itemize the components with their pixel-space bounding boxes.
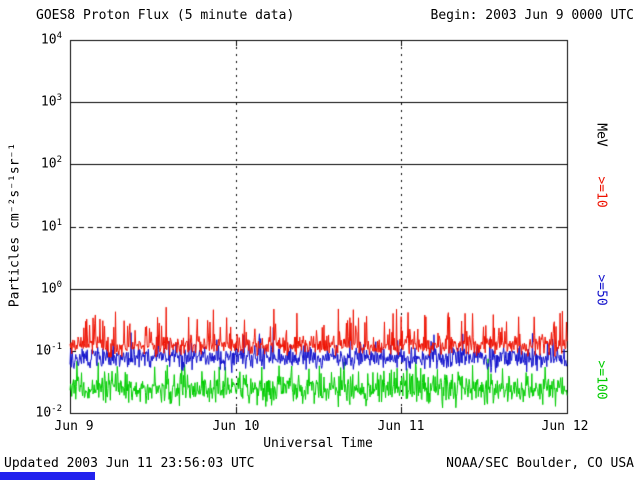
- updated-timestamp: Updated 2003 Jun 11 23:56:03 UTC: [4, 456, 255, 471]
- flux-plot-canvas: [0, 0, 640, 455]
- y-tick-label: 103: [40, 93, 62, 110]
- y-tick-label: 102: [40, 155, 62, 172]
- y-axis-title: Particles cm⁻²s⁻¹sr⁻¹: [7, 142, 23, 308]
- x-tick-jun12: Jun 12: [541, 419, 589, 434]
- source-attribution: NOAA/SEC Boulder, CO USA: [446, 456, 634, 471]
- series-label-ge10: >=10: [593, 176, 609, 208]
- x-tick-jun10: Jun 10: [212, 419, 260, 434]
- y-tick-label: 100: [40, 279, 62, 296]
- x-tick-jun9: Jun 9: [54, 419, 94, 434]
- y-tick-label: 10-2: [35, 404, 63, 421]
- y-tick-label: 10-1: [35, 341, 63, 359]
- right-axis-unit-label: MeV: [593, 123, 609, 147]
- y-tick-label: 101: [40, 217, 62, 234]
- bottom-left-blue-bar: [0, 472, 95, 480]
- series-label-ge100: >=100: [593, 360, 609, 400]
- x-tick-jun11: Jun 11: [377, 419, 425, 434]
- series-label-ge50: >=50: [593, 274, 609, 306]
- x-axis-title: Universal Time: [263, 436, 373, 451]
- y-tick-label: 104: [40, 31, 62, 48]
